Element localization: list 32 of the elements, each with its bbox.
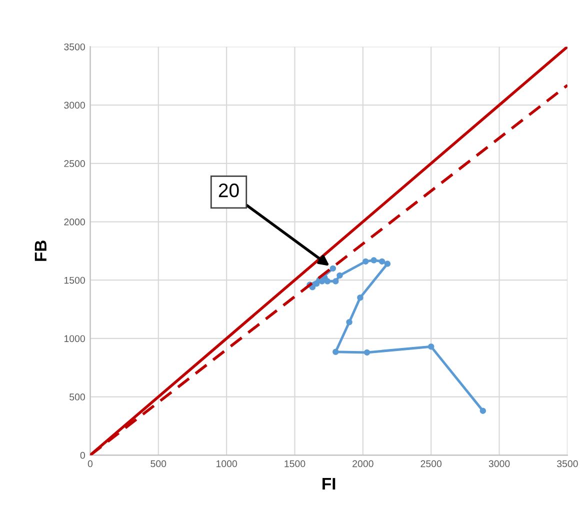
y-tick-label: 1000 [64, 335, 85, 342]
y-tick-label: 0 [80, 452, 85, 459]
point [364, 349, 370, 356]
x-axis-title: FI [322, 478, 336, 490]
x-tick-label: 0 [88, 460, 93, 468]
point [346, 319, 352, 326]
x-tick-label: 1500 [284, 460, 306, 468]
point [330, 265, 336, 272]
annotation: 20 [218, 184, 239, 198]
y-tick-label: 500 [70, 394, 85, 400]
point [370, 257, 377, 264]
point [362, 258, 369, 265]
x-tick-label: 2500 [420, 460, 442, 468]
point [357, 294, 364, 301]
y-tick-label: 3000 [64, 102, 85, 109]
point [384, 260, 391, 267]
point [378, 258, 386, 265]
point [428, 344, 434, 350]
point [332, 278, 339, 284]
x-tick-label: 3500 [557, 460, 578, 468]
y-tick-label: 1500 [64, 276, 85, 284]
x-tick-label: 2000 [352, 460, 374, 468]
point [480, 408, 486, 414]
x-tick-label: 1000 [216, 460, 237, 468]
x-tick-label: 3000 [488, 460, 510, 468]
y-tick-label: 3500 [64, 43, 85, 50]
x-tick-label: 500 [150, 460, 166, 468]
y-tick-label: 2000 [64, 218, 85, 226]
point [332, 348, 339, 356]
point [336, 272, 343, 279]
y-tick-label: 2500 [64, 160, 85, 168]
y-axis-title: FB [34, 240, 46, 261]
